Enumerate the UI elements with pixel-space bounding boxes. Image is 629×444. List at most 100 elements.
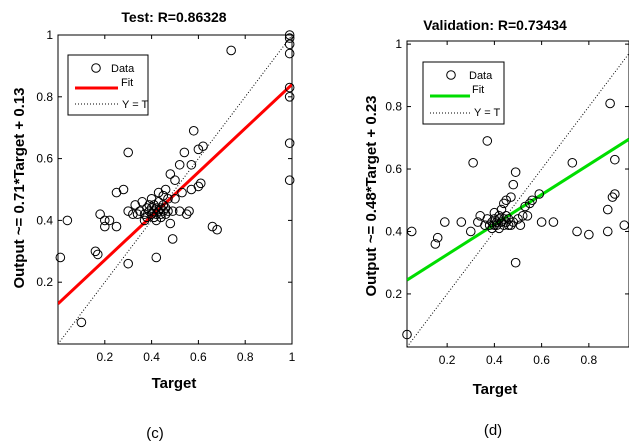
validation-data-point <box>482 136 493 146</box>
test-ticks: 0.2 0.4 0.6 0.8 1 0.2 0.4 0.6 0.8 1 <box>36 28 295 364</box>
validation-data-point <box>548 217 559 227</box>
test-data-point <box>165 169 176 179</box>
validation-data-point <box>406 226 417 237</box>
test-data-point <box>76 317 87 328</box>
test-data-point <box>118 184 129 195</box>
validation-data-point <box>508 179 519 190</box>
validation-x-tick-label: 0.8 <box>581 353 598 367</box>
test-data-point <box>226 45 236 56</box>
test-data-point <box>90 246 101 257</box>
test-data-point <box>195 178 206 189</box>
test-data-point <box>55 252 66 263</box>
validation-x-tick-label: 0.4 <box>486 353 503 367</box>
test-data-point <box>123 147 133 158</box>
validation-data-point <box>494 211 504 221</box>
validation-y-tick-label: 0.4 <box>385 224 402 238</box>
test-data-point <box>188 125 199 136</box>
validation-data-point <box>482 214 493 224</box>
test-data-point <box>198 141 208 152</box>
test-data-point <box>62 215 73 226</box>
validation-legend-data-label: Data <box>469 70 493 82</box>
validation-y-tick-label: 0.6 <box>385 162 402 176</box>
test-data-point <box>212 224 222 235</box>
validation-data-point <box>503 220 514 231</box>
validation-y-tick-label: 1 <box>395 37 402 51</box>
validation-data-point <box>510 257 521 268</box>
validation-data-point <box>536 217 547 227</box>
test-data-point <box>284 92 295 102</box>
validation-data-point <box>432 232 443 243</box>
test-x-tick-label: 0.2 <box>96 350 113 364</box>
panel-d-caption: (d) <box>484 422 502 439</box>
validation-legend-fit-label: Fit <box>472 84 484 96</box>
test-data-point <box>184 206 194 216</box>
test-data-point <box>163 206 173 216</box>
validation-legend-box <box>422 61 505 125</box>
test-data-point <box>158 206 169 216</box>
test-x-tick-label: 0.4 <box>143 350 160 364</box>
test-legend-ident-label: Y = T <box>122 99 148 111</box>
validation-y-tick-label: 0.8 <box>385 100 402 114</box>
test-legend-fit-label: Fit <box>121 77 133 89</box>
validation-data-point <box>465 226 476 237</box>
validation-data-point <box>456 217 467 227</box>
test-data-point <box>174 159 185 170</box>
test-data-point <box>181 209 192 220</box>
validation-data-point <box>610 189 620 199</box>
validation-fit-line-stroke <box>407 137 629 282</box>
validation-x-tick-label: 0.2 <box>439 353 456 367</box>
test-legend-data-marker <box>91 63 101 73</box>
test-data-point <box>186 159 197 170</box>
test-data-point <box>111 221 122 232</box>
test-data-point <box>132 209 143 220</box>
test-x-axis-label: Target <box>152 375 197 392</box>
validation-data-point <box>506 192 516 202</box>
validation-chart-title: Validation: R=0.73434 <box>423 17 567 33</box>
test-data-point <box>104 215 115 226</box>
test-data-point <box>142 212 152 223</box>
test-x-tick-label: 1 <box>289 350 296 364</box>
validation-data-point <box>510 167 521 177</box>
validation-data-point <box>501 217 511 227</box>
validation-ticks: 0.2 0.4 0.6 0.8 0.2 0.4 0.6 0.8 1 <box>385 37 629 367</box>
validation-data-point <box>501 195 511 206</box>
validation-data-point <box>515 220 526 231</box>
test-data-point <box>165 218 176 229</box>
test-data-point <box>170 193 180 204</box>
validation-x-tick-label: 0.6 <box>533 353 550 367</box>
validation-data-point <box>503 214 514 224</box>
test-data-point <box>158 200 169 210</box>
test-data-point <box>151 252 162 263</box>
validation-data-point <box>520 201 530 212</box>
test-y-tick-label: 1 <box>46 28 53 42</box>
test-data-point <box>193 181 204 192</box>
validation-y-equals-t-line <box>407 53 629 347</box>
validation-y-tick-label: 0.2 <box>385 287 402 301</box>
validation-data-point <box>439 217 450 227</box>
validation-data-point <box>513 214 523 224</box>
test-data-point <box>139 209 150 220</box>
validation-data-point <box>534 189 545 199</box>
test-data-point <box>153 197 164 207</box>
test-y-tick-label: 0.8 <box>36 90 53 104</box>
validation-legend-data-marker <box>446 70 456 80</box>
test-data-point <box>151 215 162 226</box>
validation-data-point <box>525 198 535 209</box>
validation-data-point <box>605 98 615 109</box>
validation-legend-ident-label: Y = T <box>474 107 500 119</box>
test-data-point <box>193 144 204 155</box>
test-data-point <box>123 206 133 216</box>
test-chart-title: Test: R=0.86328 <box>121 9 226 25</box>
test-data-point <box>284 138 295 148</box>
validation-data-point <box>487 223 497 234</box>
test-data-point <box>167 206 178 216</box>
panel-c-caption: (c) <box>146 425 164 442</box>
validation-data-points <box>402 98 629 340</box>
test-y-tick-label: 0.2 <box>36 275 53 289</box>
validation-data-point <box>506 220 516 231</box>
test-data-point <box>207 221 218 232</box>
test-data-point <box>284 33 295 43</box>
validation-data-point <box>499 198 509 209</box>
validation-data-point <box>501 211 511 221</box>
